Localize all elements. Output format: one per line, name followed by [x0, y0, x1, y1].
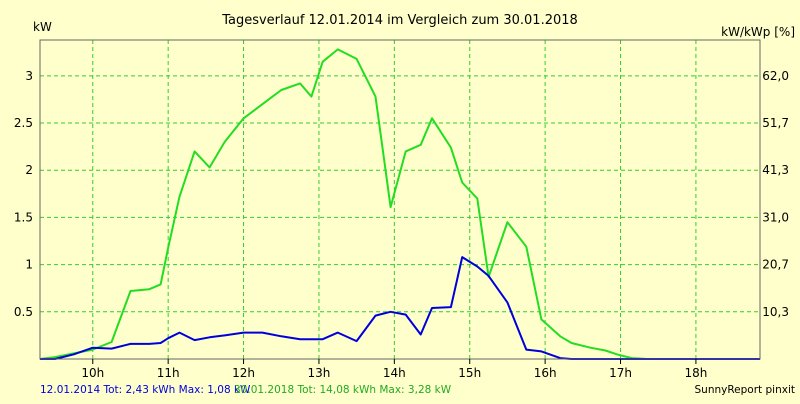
x-tick-label: 17h [609, 366, 632, 380]
x-tick-label: 13h [308, 366, 331, 380]
chart-title: Tagesverlauf 12.01.2014 im Vergleich zum… [221, 13, 578, 28]
y-left-tick-label: 2 [25, 163, 33, 177]
y-right-tick-label: 51,7 [762, 116, 789, 130]
plot-area [40, 40, 760, 359]
x-tick-label: 15h [458, 366, 481, 380]
legend-2014: 12.01.2014 Tot: 2,43 kWh Max: 1,08 kW [40, 384, 251, 396]
y-right-tick-label: 10,3 [762, 305, 789, 319]
y-left-tick-label: 1 [25, 258, 33, 272]
y-left-tick-label: 1.5 [14, 210, 33, 224]
x-tick-label: 18h [684, 366, 707, 380]
y-right-tick-label: 62,0 [762, 69, 789, 83]
x-axis-ticks: 10h 11h 12h 13h 14h 15h 16h 17h 18h [81, 359, 707, 380]
plot-frame [39, 39, 761, 360]
y-right-tick-label: 20,7 [762, 258, 789, 272]
legend-2018: 30.01.2018 Tot: 14,08 kWh Max: 3,28 kW [234, 384, 452, 396]
x-tick-label: 10h [81, 366, 104, 380]
y-right-tick-label: 31,0 [762, 210, 789, 224]
y-right-tick-label: 41,3 [762, 163, 789, 177]
y-left-tick-label: 2.5 [14, 116, 33, 130]
y-axis-left-label: kW [33, 20, 52, 34]
series-line-30-01-2018 [39, 48, 760, 360]
y-left-tick-label: 3 [25, 69, 33, 83]
y-axis-right-ticks: 10,3 20,7 31,0 41,3 51,7 62,0 [762, 69, 789, 319]
y-axis-right-label: kW/kWp [%] [721, 25, 795, 39]
credit-label: SunnyReport pinxit [695, 384, 795, 396]
y-left-tick-label: 0.5 [14, 305, 33, 319]
y-axis-left-ticks: 0.5 1 1.5 2 2.5 3 [14, 69, 33, 319]
x-tick-label: 12h [232, 366, 255, 380]
x-tick-label: 11h [157, 366, 180, 380]
x-tick-label: 14h [383, 366, 406, 380]
x-tick-label: 16h [534, 366, 557, 380]
